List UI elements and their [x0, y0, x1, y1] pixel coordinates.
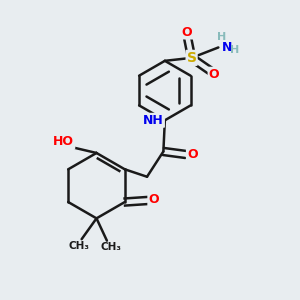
Text: N: N — [221, 41, 232, 54]
Text: H: H — [217, 32, 226, 42]
Text: O: O — [187, 148, 197, 161]
Text: O: O — [148, 193, 159, 206]
Text: H: H — [230, 45, 239, 56]
Text: O: O — [208, 68, 219, 81]
Text: S: S — [187, 51, 196, 65]
Text: NH: NH — [143, 114, 164, 127]
Text: CH₃: CH₃ — [101, 242, 122, 252]
Text: O: O — [182, 26, 193, 38]
Text: HO: HO — [53, 135, 74, 148]
Text: CH₃: CH₃ — [68, 241, 89, 251]
